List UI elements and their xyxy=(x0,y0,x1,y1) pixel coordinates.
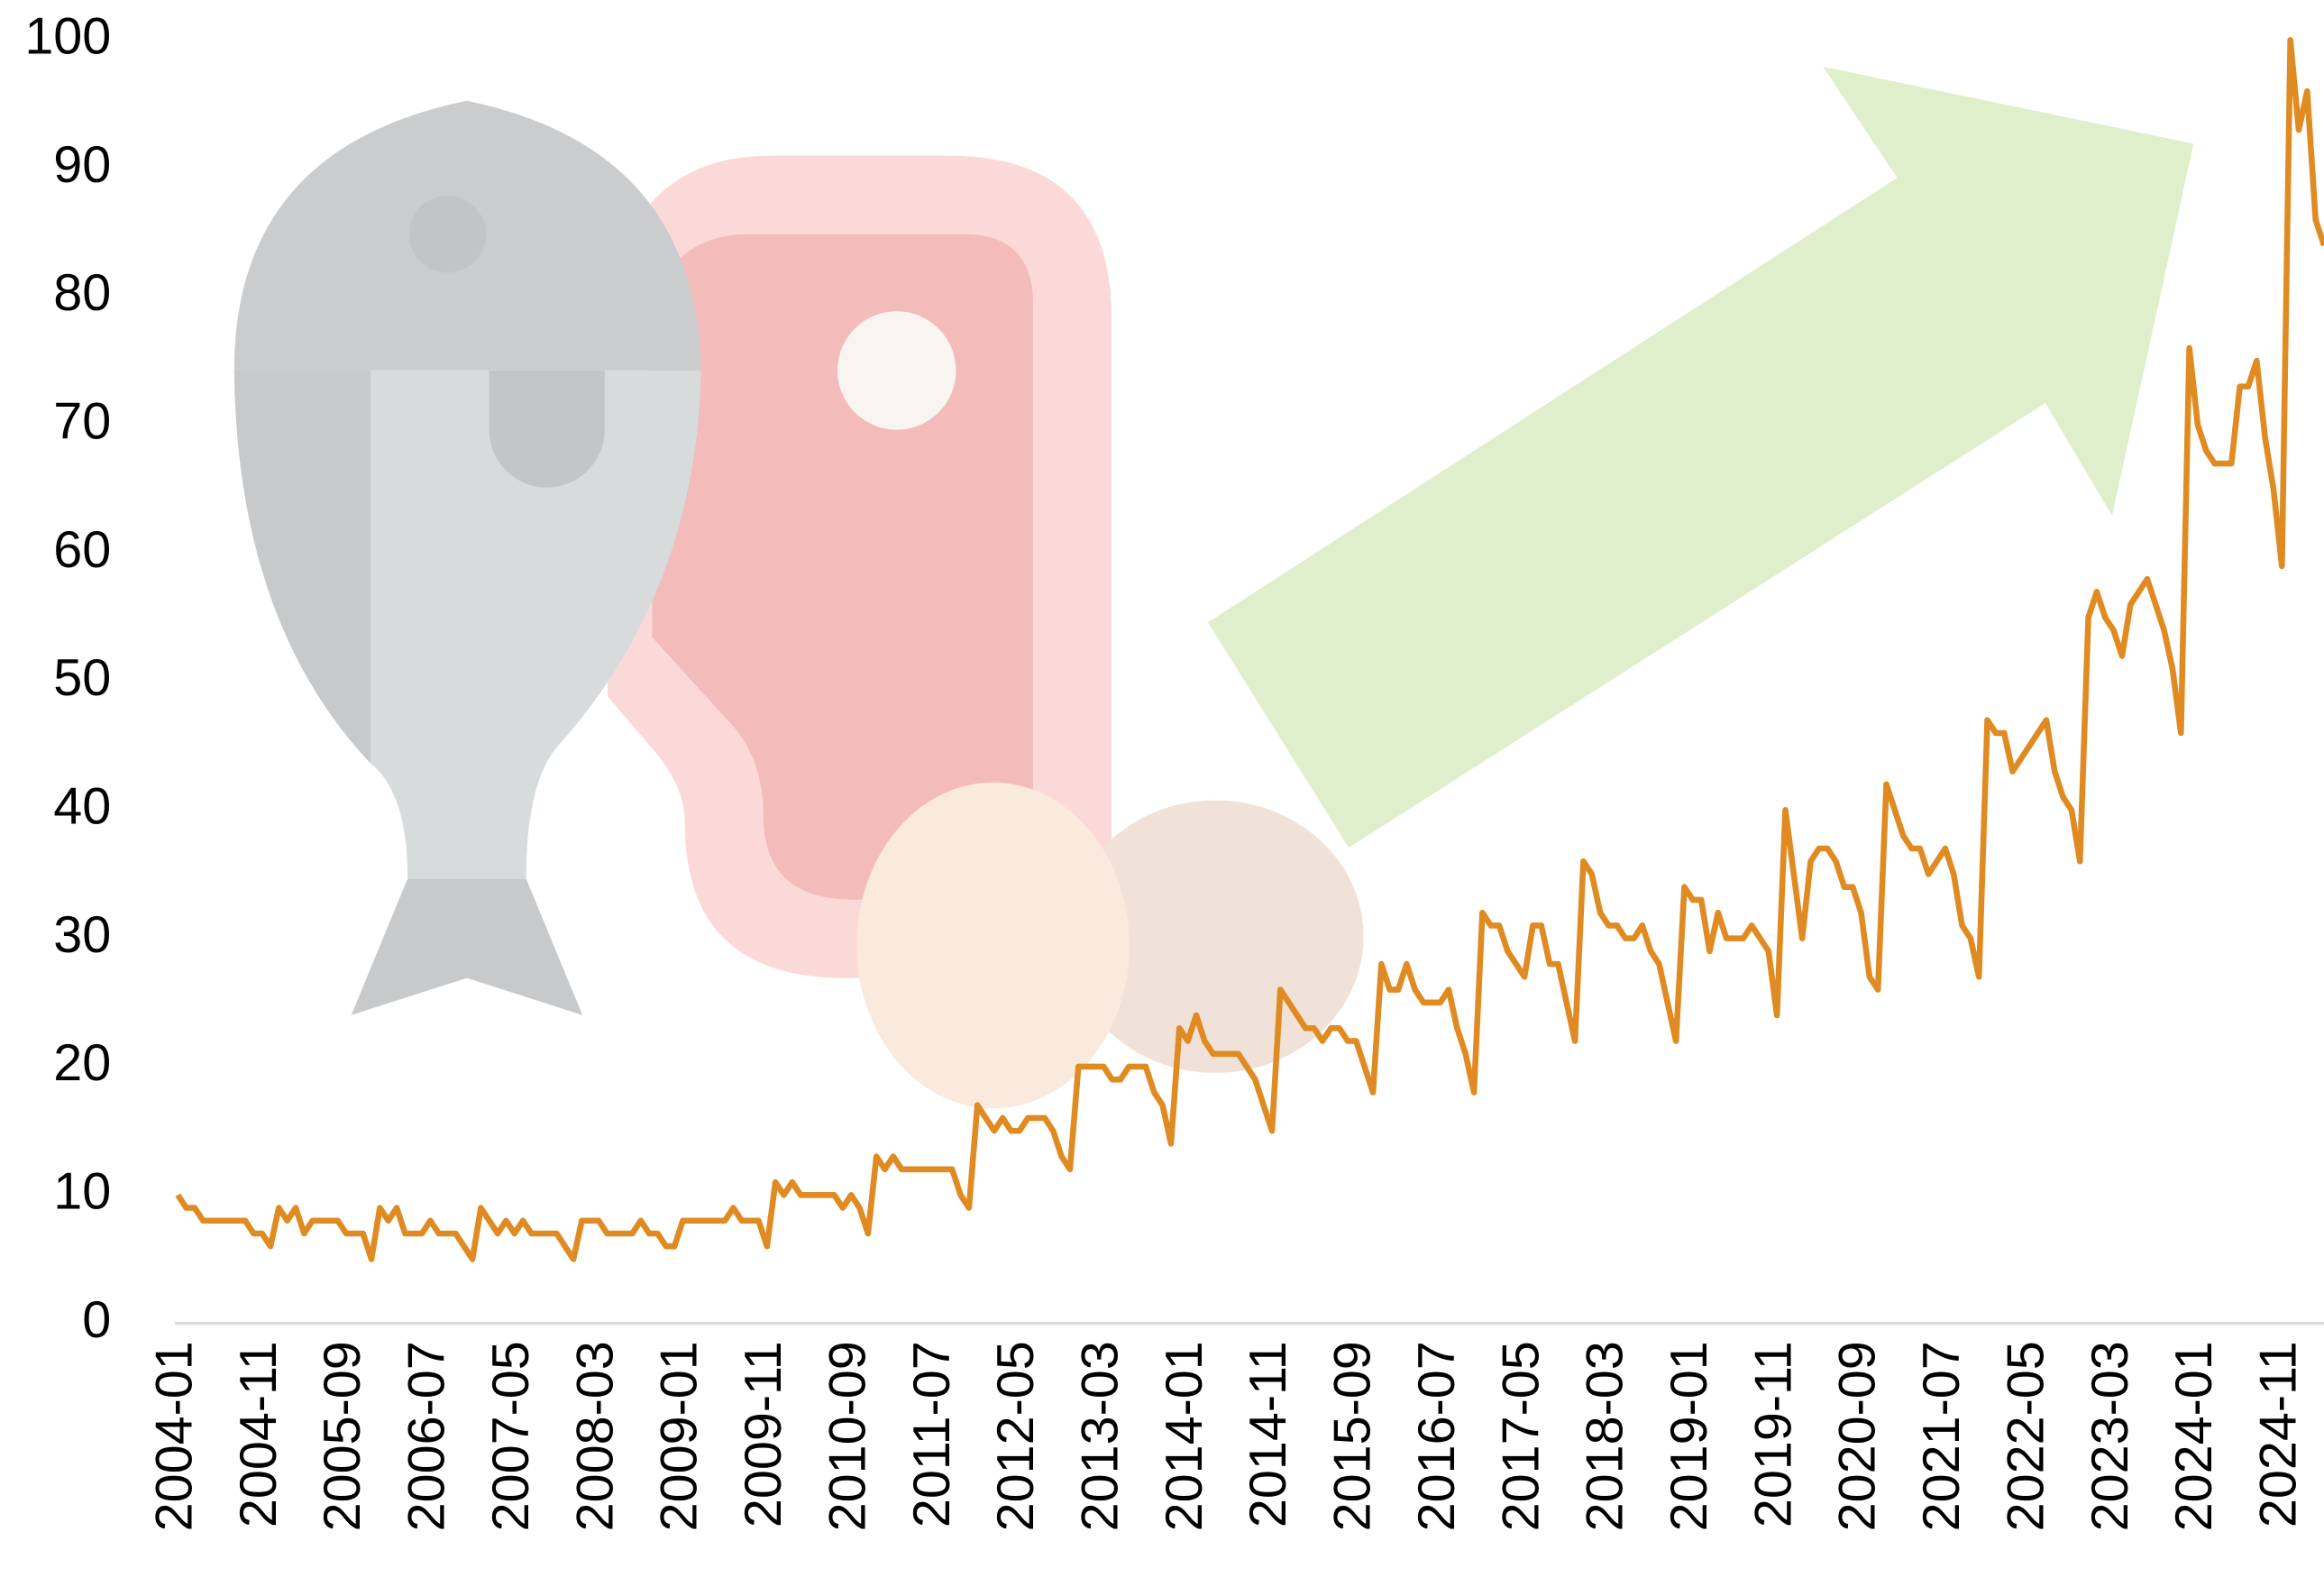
x-tick-label: 2011-07 xyxy=(903,1341,961,1527)
y-tick-label: 50 xyxy=(53,649,111,707)
x-tick-label: 2005-09 xyxy=(314,1341,371,1531)
x-tick-label: 2024-01 xyxy=(2165,1341,2223,1531)
x-tick-label: 2021-07 xyxy=(1913,1341,1971,1531)
steak-bone xyxy=(837,311,956,430)
x-tick-label: 2023-03 xyxy=(2082,1341,2139,1531)
y-tick-label: 20 xyxy=(53,1034,111,1092)
x-tick-label: 2020-09 xyxy=(1829,1341,1887,1531)
data-line xyxy=(175,37,2324,1262)
x-tick-label: 2019-11 xyxy=(1744,1341,1802,1527)
egg-front xyxy=(856,782,1130,1109)
x-tick-label: 2010-09 xyxy=(819,1341,876,1531)
y-tick-label: 100 xyxy=(24,8,111,66)
fish-eye xyxy=(408,195,487,273)
x-tick-label: 2004-11 xyxy=(230,1341,288,1527)
x-tick-label: 2004-01 xyxy=(145,1341,203,1531)
x-tick-label: 2012-05 xyxy=(987,1341,1045,1531)
y-tick-label: 10 xyxy=(53,1162,111,1220)
x-tick-label: 2014-01 xyxy=(1156,1341,1213,1531)
x-tick-label: 2014-11 xyxy=(1240,1341,1297,1527)
y-tick-label: 90 xyxy=(53,136,111,194)
x-tick-label: 2009-01 xyxy=(651,1341,709,1531)
y-tick-label: 70 xyxy=(53,393,111,451)
y-tick-label: 30 xyxy=(53,906,111,964)
x-tick-label: 2006-07 xyxy=(398,1341,456,1531)
x-tick-label: 2024-11 xyxy=(2250,1341,2308,1527)
fish-tail xyxy=(351,878,583,1015)
fish-gill xyxy=(489,370,605,488)
x-tick-label: 2015-09 xyxy=(1324,1341,1382,1531)
x-tick-label: 2022-05 xyxy=(1997,1341,2054,1531)
y-tick-label: 60 xyxy=(53,521,111,579)
x-tick-label: 2009-11 xyxy=(735,1341,792,1527)
x-tick-label: 2008-03 xyxy=(566,1341,624,1531)
y-tick-label: 80 xyxy=(53,264,111,322)
x-tick-label: 2013-03 xyxy=(1071,1341,1129,1531)
fish-side xyxy=(233,370,371,764)
y-tick-label: 0 xyxy=(82,1291,111,1349)
x-tick-label: 2007-05 xyxy=(482,1341,540,1531)
trend-arrow xyxy=(1207,66,2194,848)
x-tick-label: 2018-03 xyxy=(1577,1341,1634,1531)
y-tick-label: 40 xyxy=(53,778,111,836)
x-tick-label: 2016-07 xyxy=(1408,1341,1466,1531)
illustration xyxy=(233,66,2194,1109)
x-tick-label: 2017-05 xyxy=(1492,1341,1550,1531)
x-tick-label: 2019-01 xyxy=(1661,1341,1718,1531)
